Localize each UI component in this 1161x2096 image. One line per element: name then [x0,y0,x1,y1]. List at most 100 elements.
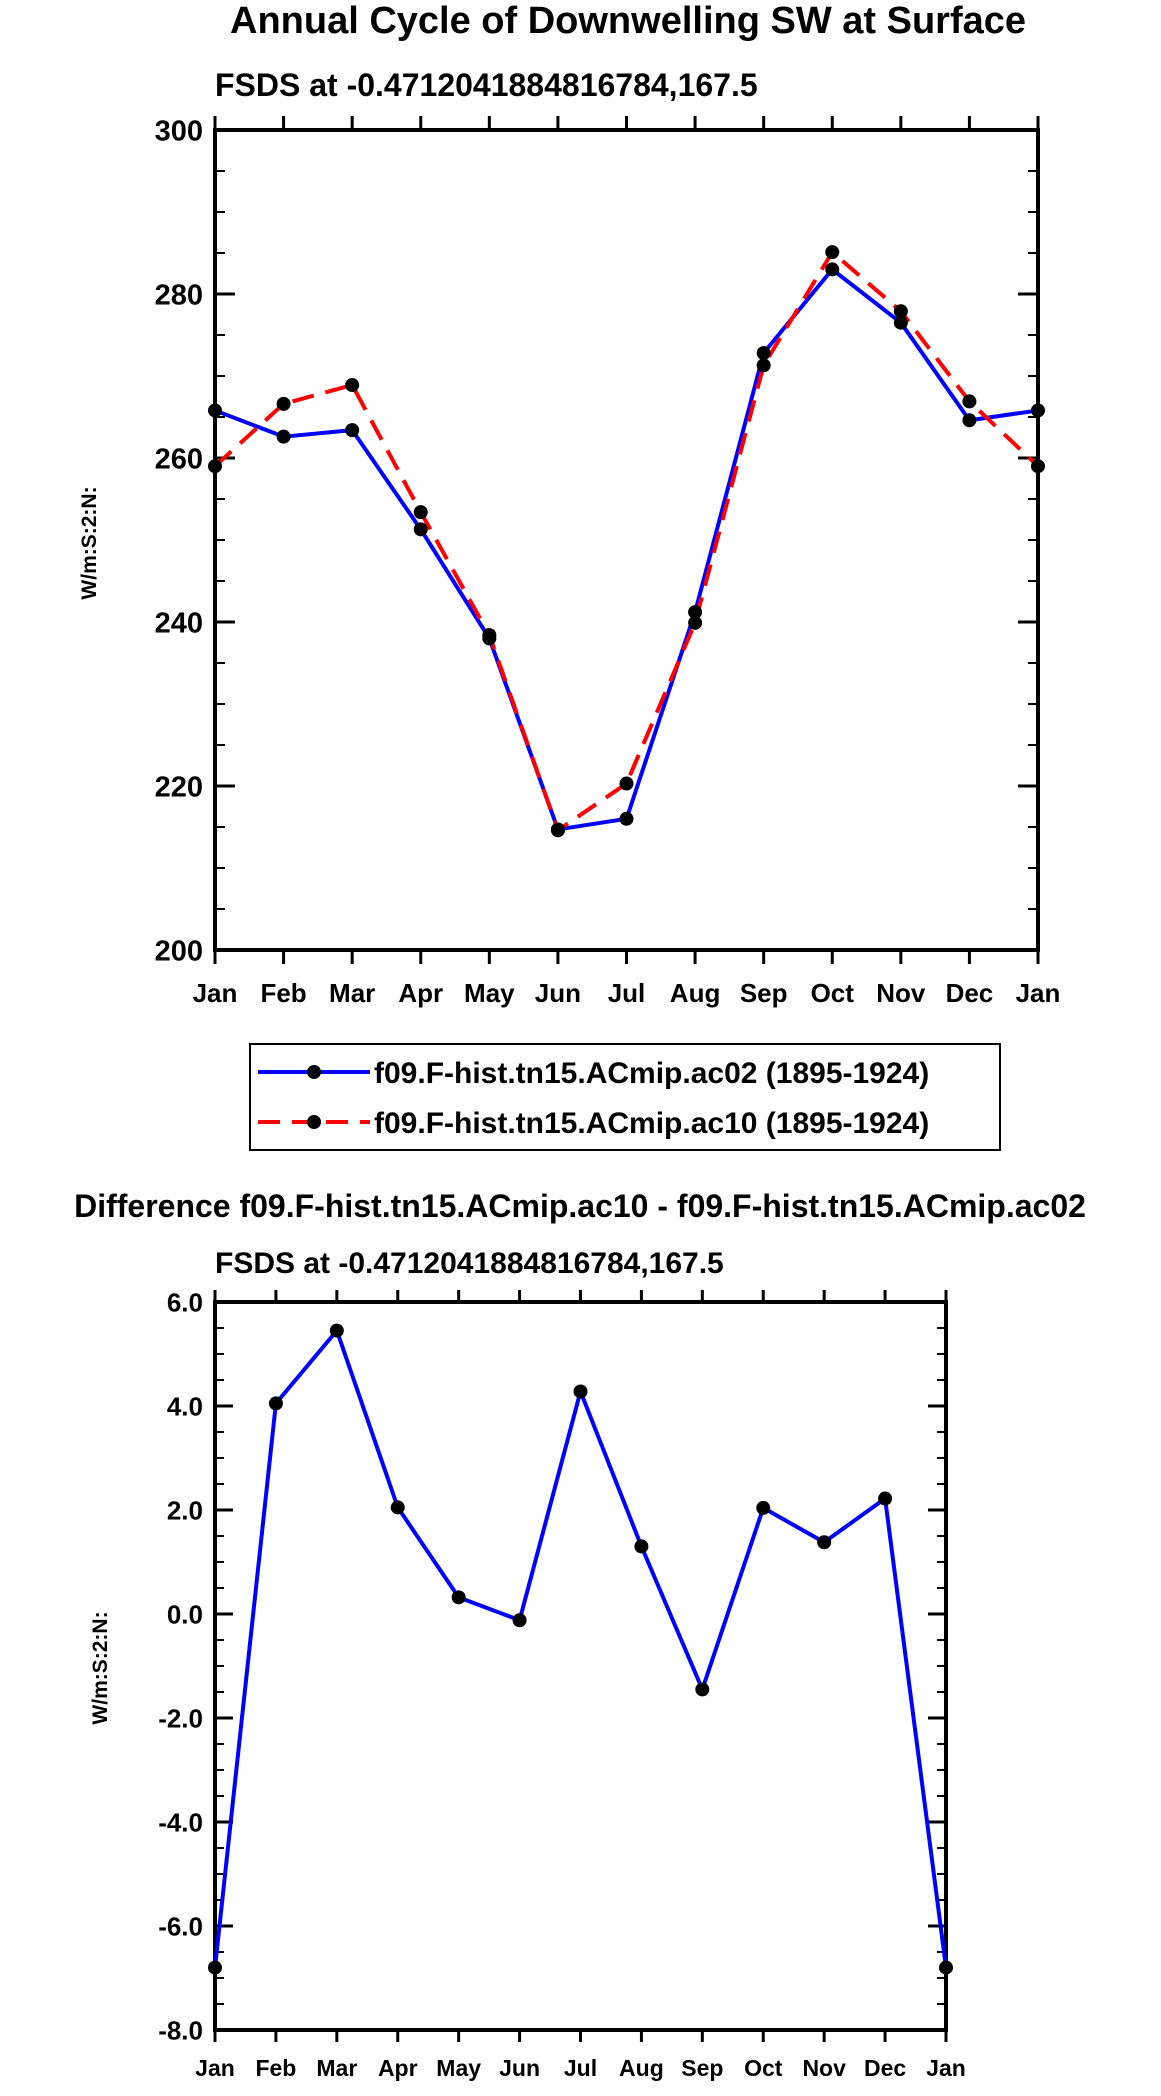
x-tick-label: Mar [316,2055,357,2081]
data-point-series-2 [756,358,771,373]
data-point-series-2 [550,823,565,838]
data-point-series-1 [619,811,634,826]
x-tick-label: Jan [1016,978,1061,1008]
data-point-series-1 [345,423,360,438]
legend-label-series-2: f09.F-hist.tn15.ACmip.ac10 (1895-1924) [374,1107,929,1140]
x-tick-label: Apr [398,978,443,1008]
legend-box [249,1043,1001,1151]
chart1-legend: f09.F-hist.tn15.ACmip.ac02 (1895-1924) f… [249,1043,1001,1151]
data-point-series-2 [345,378,360,393]
chart2-subtitle: FSDS at -0.4712041884816784,167.5 [215,1247,724,1280]
data-point-series-1 [825,262,840,277]
x-tick-label: Oct [811,978,855,1008]
x-tick-label: Feb [260,978,306,1008]
y-tick-label: -6.0 [158,1911,203,1941]
x-tick-label: Nov [802,2055,846,2081]
chart2-y-tick-labels: -8.0 -6.0 -4.0 -2.0 0.0 2.0 4.0 6.0 [158,1287,203,2045]
x-tick-label: Jan [195,2055,235,2081]
data-point-series-1 [512,1613,527,1628]
chart2-title: Difference f09.F-hist.tn15.ACmip.ac10 - … [74,1188,1086,1224]
annual-cycle-chart: Annual Cycle of Downwelling SW at Surfac… [78,0,1061,1151]
legend-marker-series-2 [307,1115,321,1129]
x-tick-label: Mar [329,978,375,1008]
y-tick-label: 4.0 [167,1391,203,1421]
x-tick-label: Dec [864,2055,906,2081]
data-point-series-1 [276,429,291,444]
x-tick-label: Oct [744,2055,783,2081]
chart1-x-tick-labels: Jan Feb Mar Apr May Jun Jul Aug Sep Oct Nov Dec Jan [193,978,1061,1008]
y-tick-label: 200 [155,935,203,967]
data-point-series-1 [573,1384,588,1399]
data-point-series-1 [634,1539,649,1554]
x-tick-label: Jul [564,2055,597,2081]
data-point-series-2 [208,459,222,474]
legend-marker-series-1 [307,1065,321,1079]
x-tick-label: Aug [619,2055,664,2081]
data-point-series-1 [688,605,703,620]
data-point-series-2 [413,505,428,520]
data-point-series-1 [878,1491,893,1506]
x-tick-label: May [436,2055,481,2081]
x-tick-label: Apr [378,2055,418,2081]
y-tick-label: -2.0 [158,1703,203,1733]
x-tick-label: May [464,978,515,1008]
y-tick-label: 300 [155,115,203,147]
data-point-series-1 [208,403,222,418]
data-point-series-2 [962,394,977,409]
data-point-series-1 [817,1535,832,1550]
x-tick-label: Feb [255,2055,296,2081]
data-point-series-2 [276,396,291,411]
chart1-title: Annual Cycle of Downwelling SW at Surfac… [230,0,1026,42]
data-point-series-1 [329,1323,344,1338]
x-tick-label: Jun [535,978,581,1008]
data-point-series-2 [825,245,840,260]
x-tick-label: Jan [926,2055,966,2081]
x-tick-label: Dec [946,978,994,1008]
chart1-ylabel: W/m:S:2:N: [78,486,101,599]
data-point-series-1 [390,1500,405,1515]
chart1-series [208,245,1045,838]
data-point-series-1 [756,1500,771,1515]
y-tick-label: 2.0 [167,1495,203,1525]
y-tick-label: 280 [155,279,203,311]
difference-chart: Difference f09.F-hist.tn15.ACmip.ac10 - … [74,1188,1086,2081]
data-point-series-2 [893,304,908,319]
data-point-series-1 [695,1682,710,1697]
data-point-series-1 [1031,403,1045,418]
chart1-y-tick-labels: 200 220 240 260 280 300 [155,115,203,967]
chart1-ticks [213,116,1040,964]
data-point-series-1 [451,1590,466,1605]
data-point-series-2 [1031,459,1045,474]
y-tick-label: 240 [155,607,203,639]
x-tick-label: Aug [670,978,721,1008]
data-point-series-1 [962,413,977,428]
data-point-series-1 [893,315,908,330]
chart1-subtitle: FSDS at -0.4712041884816784,167.5 [215,67,758,103]
chart2-x-tick-labels: Jan Feb Mar Apr May Jun Jul Aug Sep Oct Nov Dec Jan [195,2055,966,2081]
data-point-series-1 [413,522,428,537]
y-tick-label: 260 [155,443,203,475]
x-tick-label: Jan [193,978,238,1008]
x-tick-label: Jun [499,2055,540,2081]
chart2-ticks [213,1290,948,2042]
x-tick-label: Sep [740,978,788,1008]
chart2-ylabel: W/m:S:2:N: [89,1611,112,1724]
y-tick-label: 0.0 [167,1599,203,1629]
x-tick-label: Sep [681,2055,723,2081]
data-point-series-1 [268,1396,283,1411]
y-tick-label: 6.0 [167,1287,203,1317]
x-tick-label: Jul [608,978,646,1008]
data-point-series-2 [619,776,634,791]
chart2-series [208,1323,953,1975]
x-tick-label: Nov [876,978,926,1008]
y-tick-label: 220 [155,771,203,803]
data-point-series-1 [756,346,771,361]
data-point-series-2 [688,615,703,630]
legend-label-series-1: f09.F-hist.tn15.ACmip.ac02 (1895-1924) [374,1057,929,1090]
data-point-series-1 [939,1960,953,1975]
data-point-series-2 [482,628,497,643]
y-tick-label: -8.0 [158,2015,203,2045]
y-tick-label: -4.0 [158,1807,203,1837]
data-point-series-1 [208,1960,222,1975]
